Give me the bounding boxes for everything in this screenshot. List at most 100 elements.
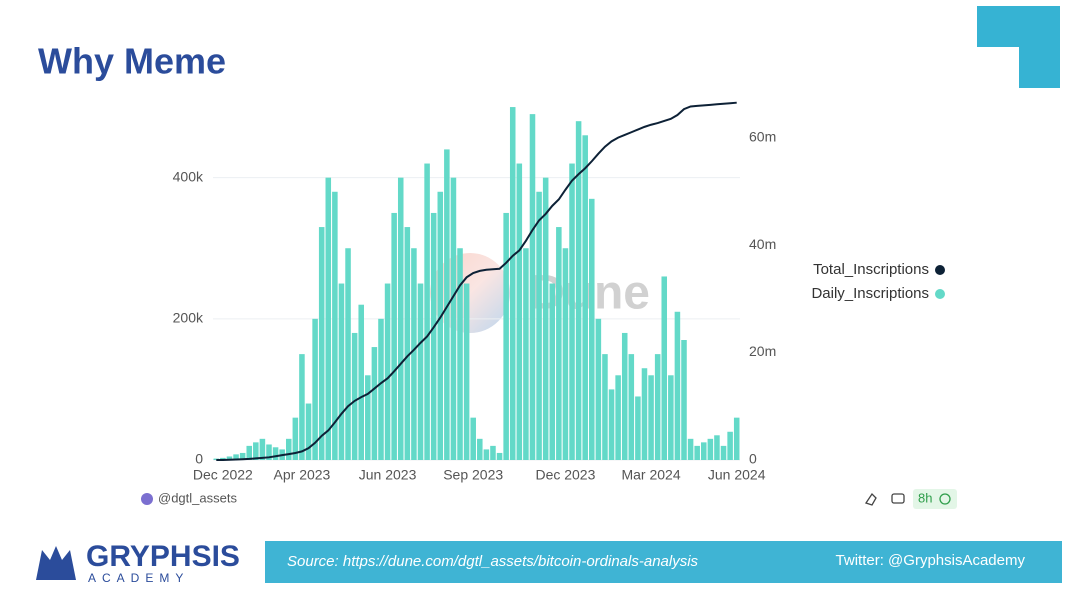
bar xyxy=(549,283,556,460)
bar xyxy=(371,347,378,460)
bar xyxy=(226,456,233,460)
bar xyxy=(529,114,536,460)
legend-marker xyxy=(935,265,945,275)
legend-label[interactable]: Daily_Inscriptions xyxy=(811,285,929,302)
bar xyxy=(397,177,404,460)
refresh-check xyxy=(939,493,951,505)
bar xyxy=(575,121,582,461)
bar xyxy=(424,163,430,460)
bar xyxy=(272,447,279,460)
bar xyxy=(720,445,727,460)
bar xyxy=(378,318,384,460)
x-tick-label: Jun 2023 xyxy=(359,467,417,483)
bar xyxy=(661,276,668,460)
corner-decoration xyxy=(977,6,1060,88)
logo-text: GRYPHSIS xyxy=(86,540,240,573)
bar xyxy=(496,452,503,460)
bar xyxy=(562,248,569,460)
logo-subtext: ACADEMY xyxy=(88,571,189,585)
bar xyxy=(477,438,483,460)
x-tick-label: Sep 2023 xyxy=(443,467,503,483)
bar xyxy=(338,283,345,460)
share-icon[interactable] xyxy=(864,492,877,506)
bar xyxy=(239,452,246,460)
legend-label[interactable]: Total_Inscriptions xyxy=(813,261,929,278)
bar xyxy=(714,435,720,460)
footer-banner xyxy=(265,541,1062,583)
y-tick-label: 400k xyxy=(173,168,204,184)
slide-title: Why Meme xyxy=(38,41,226,82)
bar xyxy=(404,227,411,460)
bar xyxy=(654,354,661,460)
bar xyxy=(259,438,266,460)
y2-tick-label: 20m xyxy=(749,343,776,359)
bar xyxy=(411,248,417,460)
bar xyxy=(503,212,509,460)
bar xyxy=(305,403,312,460)
bar xyxy=(470,417,476,460)
refresh-time: 8h xyxy=(918,490,932,505)
line xyxy=(216,101,737,461)
bar xyxy=(292,417,299,460)
bar xyxy=(648,375,654,460)
bar xyxy=(325,177,332,460)
y-tick-label: 200k xyxy=(173,310,204,326)
bar xyxy=(417,283,424,460)
bar xyxy=(463,283,470,460)
bar xyxy=(391,212,397,460)
bar xyxy=(668,375,674,460)
x-tick-label: Dec 2022 xyxy=(193,467,253,483)
bar xyxy=(437,191,444,460)
bar xyxy=(266,444,272,460)
y2-tick-label: 60m xyxy=(749,128,776,144)
bar xyxy=(595,318,602,460)
bar xyxy=(246,445,252,460)
bar xyxy=(345,248,351,460)
bar xyxy=(516,163,523,460)
author[interactable]: @dgtl_assets xyxy=(158,490,237,505)
bar xyxy=(641,368,648,460)
bar xyxy=(351,332,358,460)
bar xyxy=(233,454,239,460)
bar xyxy=(430,212,437,460)
x-tick-label: Dec 2023 xyxy=(535,467,595,483)
bar xyxy=(523,248,529,460)
bar xyxy=(589,198,595,460)
bar xyxy=(490,445,496,460)
bar xyxy=(318,227,325,460)
bar xyxy=(358,304,364,460)
bar xyxy=(615,375,621,460)
bar xyxy=(733,417,740,460)
y-tick-label: 0 xyxy=(195,451,203,467)
bar xyxy=(509,107,516,460)
bar xyxy=(542,177,549,460)
bar xyxy=(312,318,318,460)
legend-marker xyxy=(935,289,945,299)
x-tick-label: Jun 2024 xyxy=(708,467,766,483)
bar xyxy=(285,438,292,460)
bar xyxy=(727,431,733,460)
author-avatar xyxy=(141,493,153,505)
bar xyxy=(582,135,588,460)
bar xyxy=(457,248,463,460)
bar xyxy=(444,149,450,461)
bar xyxy=(220,457,226,460)
bar xyxy=(674,311,681,460)
bar xyxy=(483,449,490,460)
bar xyxy=(450,177,457,460)
y2-tick-label: 40m xyxy=(749,236,776,252)
bar xyxy=(365,375,371,460)
bar xyxy=(299,354,305,460)
camera-icon[interactable] xyxy=(891,493,905,504)
twitter: Twitter: @GryphsisAcademy xyxy=(836,552,1026,569)
source: Source: https://dune.com/dgtl_assets/bit… xyxy=(287,553,699,570)
x-tick-label: Mar 2024 xyxy=(621,467,680,483)
bar xyxy=(536,191,542,460)
bar xyxy=(681,340,687,460)
bar xyxy=(621,332,628,460)
bar xyxy=(384,283,391,460)
bar xyxy=(332,191,338,460)
bar xyxy=(701,442,707,460)
